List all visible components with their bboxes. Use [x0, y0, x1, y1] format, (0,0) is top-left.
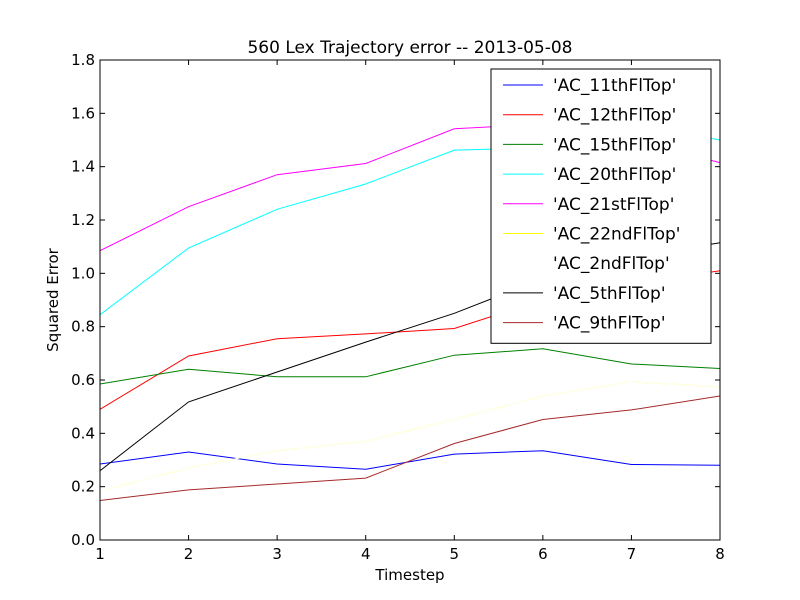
- y-tick-label: 0.0: [71, 531, 95, 549]
- y-tick-label: 0.4: [71, 424, 95, 442]
- y-tick-label: 1.6: [71, 104, 95, 122]
- plot-frame: [99, 59, 721, 541]
- legend-label: 'AC_9thFlTop': [553, 314, 666, 334]
- legend-label: 'AC_2ndFlTop': [553, 254, 670, 274]
- series-line-2: [100, 348, 720, 385]
- x-axis-label: Timestep: [374, 566, 444, 584]
- legend-label: 'AC_22ndFlTop': [553, 225, 680, 245]
- series-line-6: [100, 381, 720, 492]
- x-tick-label: 7: [627, 545, 637, 563]
- series-line-0: [100, 450, 720, 470]
- y-tick-label: 1.2: [71, 211, 95, 229]
- chart-title: 560 Lex Trajectory error -- 2013-05-08: [247, 38, 572, 58]
- x-tick-label: 4: [361, 545, 371, 563]
- y-tick-label: 1.0: [71, 264, 95, 282]
- legend-label: 'AC_12thFlTop': [553, 106, 676, 126]
- series-layer: [100, 123, 720, 501]
- series-line-8: [100, 395, 720, 501]
- legend-label: 'AC_11thFlTop': [553, 76, 676, 96]
- y-tick-label: 0.2: [71, 478, 95, 496]
- axis-ticks: 1 2 3 4 5 6 7 8 0.0 0.2 0.4 0.6 0.8 1.0 1.2 1.4 1.6 1.8: [71, 51, 725, 563]
- x-tick-label: 1: [95, 545, 105, 563]
- legend-label: 'AC_21stFlTop': [553, 195, 674, 215]
- y-axis-label: Squared Error: [44, 247, 62, 351]
- y-tick-label: 0.6: [71, 371, 95, 389]
- legend-label: 'AC_15thFlTop': [553, 135, 676, 155]
- x-tick-label: 8: [715, 545, 725, 563]
- legend-label: 'AC_5thFlTop': [553, 284, 666, 304]
- y-tick-label: 1.4: [71, 158, 95, 176]
- x-tick-label: 2: [184, 545, 194, 563]
- legend: 'AC_11thFlTop' 'AC_12thFlTop' 'AC_15thFlTo…: [490, 68, 712, 344]
- x-tick-label: 5: [450, 545, 460, 563]
- series-line-5: [100, 381, 720, 492]
- x-tick-label: 3: [272, 545, 282, 563]
- y-tick-label: 1.8: [71, 51, 95, 69]
- legend-label: 'AC_20thFlTop': [553, 165, 676, 185]
- y-tick-label: 0.8: [71, 318, 95, 336]
- x-tick-label: 6: [538, 545, 548, 563]
